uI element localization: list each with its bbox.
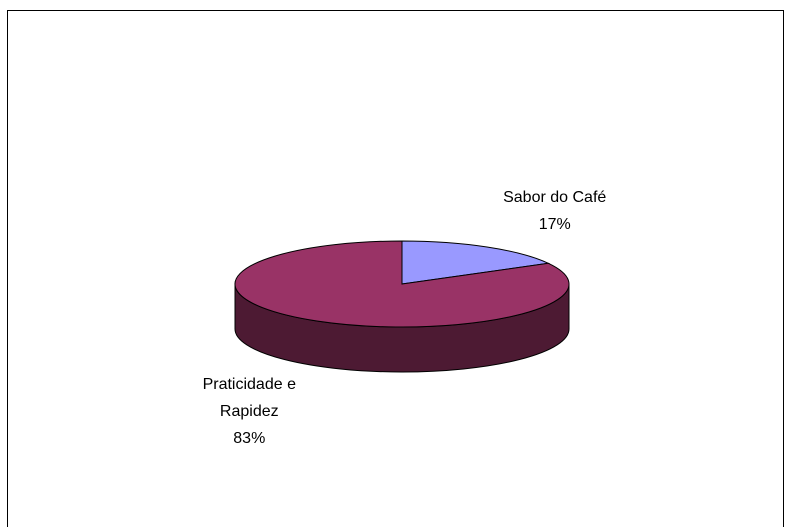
pie-slice <box>401 240 551 285</box>
slice-value-label: 17% <box>538 216 571 234</box>
slice-label: Praticidade e Rapidez <box>202 376 296 421</box>
slice-label: Sabor do Café <box>503 189 607 207</box>
pie-slice <box>234 240 570 328</box>
slice-value-label: 83% <box>233 430 266 448</box>
